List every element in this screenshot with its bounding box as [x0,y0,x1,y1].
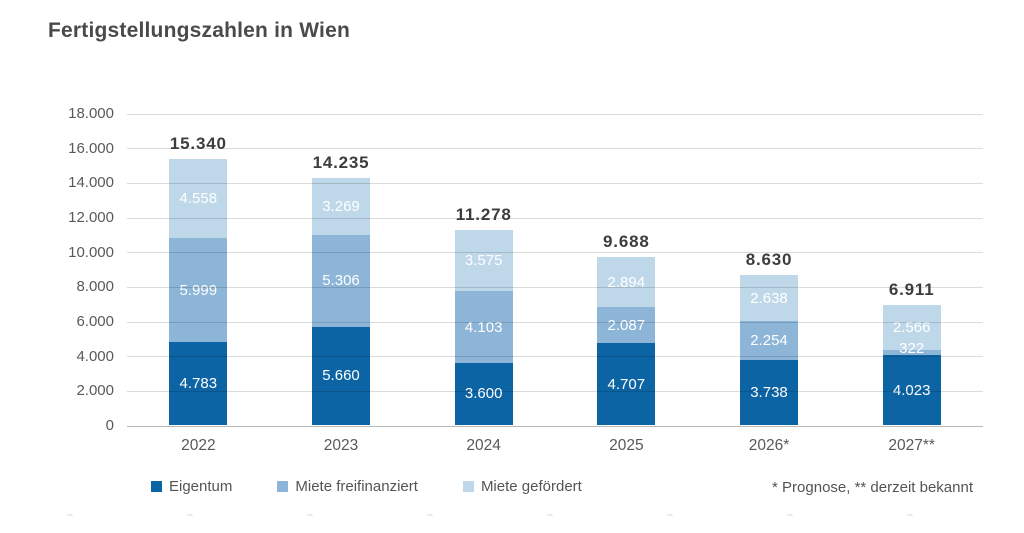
y-axis-tick-label: 2.000 [76,382,114,400]
bar-segment-miete-gef-rdert: 3.269 [312,178,370,235]
footnote: * Prognose, ** derzeit bekannt [772,479,973,496]
segment-value-label: 322 [899,340,925,358]
legend-label: Eigentum [169,478,233,495]
gridline [127,321,983,323]
legend-swatch-icon [151,481,162,492]
gridline [127,252,983,254]
stacked-bar-2025: 2.894 2.087 4.707 [597,257,656,425]
segment-value-label: 2.638 [750,289,788,307]
y-axis-tick-label: 12.000 [68,209,114,226]
bar-total-label: 11.278 [455,204,512,224]
cropped-text-artifact [307,514,313,516]
legend-label: Miete gefördert [480,478,582,495]
bar-segment-miete-freifinanziert: 5.306 [312,234,370,327]
gridline [127,113,983,115]
cropped-text-artifact [427,514,433,516]
gridline [127,217,983,219]
stacked-bar-2027-: 2.566 322 4.023 [882,305,941,425]
y-axis-tick-label: 14.000 [68,174,114,192]
y-axis-tick-label: 6.000 [76,313,114,330]
bar-segment-miete-freifinanziert: 2.254 [740,321,798,361]
gridline [127,356,983,358]
x-axis-tick-label: 2022 [181,437,216,454]
bar-segment-miete-gef-rdert: 2.894 [597,257,656,308]
segment-value-label: 2.087 [607,316,646,334]
bar-segment-eigentum: 3.738 [740,360,798,425]
bar-segment-eigentum: 4.023 [882,355,941,425]
chart-title: Fertigstellungszahlen in Wien [48,19,350,42]
segment-value-label: 3.738 [750,384,788,402]
y-axis-tick-label: 10.000 [68,243,114,261]
y-axis-tick-label: 4.000 [76,347,114,365]
segment-value-label: 5.999 [179,281,218,299]
bar-segment-miete-gef-rdert: 3.575 [454,229,513,292]
legend-swatch-icon [462,481,474,492]
bar-segment-miete-freifinanziert: 4.103 [454,291,513,363]
bar-total-label: 8.630 [745,250,793,270]
segment-value-label: 4.783 [179,375,218,393]
bar-total-label: 9.688 [603,232,650,252]
legend-item-eigentum: Eigentum [151,478,232,495]
cropped-text-artifact [67,514,73,516]
legend-label: Miete freifinanziert [295,478,418,495]
x-axis-tick-label: 2023 [323,437,359,454]
gridline [127,390,983,392]
segment-value-label: 5.306 [322,272,360,290]
segment-value-label: 4.707 [607,375,646,393]
x-axis-tick-label: 2026* [748,437,790,454]
bar-segment-eigentum: 4.783 [169,342,228,425]
stacked-bar-2023: 3.269 5.306 5.660 [312,178,370,425]
y-axis-tick-label: 0 [105,417,114,434]
segment-value-label: 2.566 [892,318,931,336]
bar-segment-miete-gef-rdert: 4.558 [169,159,228,239]
cropped-text-artifact [187,514,193,516]
cropped-text-artifact [547,514,553,516]
stacked-bar-2024: 3.575 4.103 3.600 [454,229,513,425]
segment-value-label: 3.600 [464,385,503,403]
bar-segment-miete-freifinanziert: 322 [882,340,941,357]
bar-segment-eigentum: 3.600 [454,362,513,425]
y-axis-tick-label: 8.000 [76,278,114,296]
cropped-text-artifact [667,514,673,516]
y-axis-tick-label: 16.000 [68,139,114,157]
segment-value-label: 4.558 [179,190,218,208]
bar-segment-miete-freifinanziert: 5.999 [169,238,228,343]
cropped-text-artifact [907,514,913,516]
segment-value-label: 5.660 [322,367,360,385]
legend-item-miete-gef-rdert: Miete gefördert [462,478,582,495]
x-axis-tick-label: 2024 [466,437,501,454]
y-axis-tick-label: 18.000 [68,105,114,122]
stacked-bar-2026-: 2.638 2.254 3.738 [740,275,798,425]
stacked-bar-2022: 4.558 5.999 4.783 [169,159,228,425]
segment-value-label: 2.254 [750,332,788,350]
bar-total-label: 14.235 [312,153,370,173]
gridline [127,148,983,150]
segment-value-label: 4.023 [892,381,931,399]
segment-value-label: 3.269 [322,198,360,216]
gridline [127,286,983,288]
segment-value-label: 3.575 [464,251,503,269]
plot-area: 0 2.000 4.000 6.000 8.000 10.000 12.000 14.000 1… [68,105,983,454]
bar-total-label: 15.340 [169,134,227,154]
bar-segment-miete-freifinanziert: 2.087 [597,307,656,344]
segment-value-label: 2.894 [607,273,646,291]
x-axis-tick-label: 2027** [888,437,935,454]
bar-segment-eigentum: 5.660 [312,326,370,425]
cropped-content-artifact [0,514,1024,517]
bar-segment-miete-gef-rdert: 2.566 [882,305,941,350]
gridline [127,425,983,427]
x-axis-tick-label: 2025 [609,437,644,454]
segment-value-label: 4.103 [464,318,503,336]
bar-segment-miete-gef-rdert: 2.638 [740,275,798,322]
bar-total-label: 6.911 [888,280,935,300]
cropped-text-artifact [787,514,793,516]
legend-swatch-icon [277,481,289,492]
gridline [127,182,983,184]
bar-segment-eigentum: 4.707 [597,343,656,425]
legend: Eigentum Miete freifinanziert Miete geförd… [151,478,582,495]
legend-item-miete-freifinanziert: Miete freifinanziert [277,478,418,495]
